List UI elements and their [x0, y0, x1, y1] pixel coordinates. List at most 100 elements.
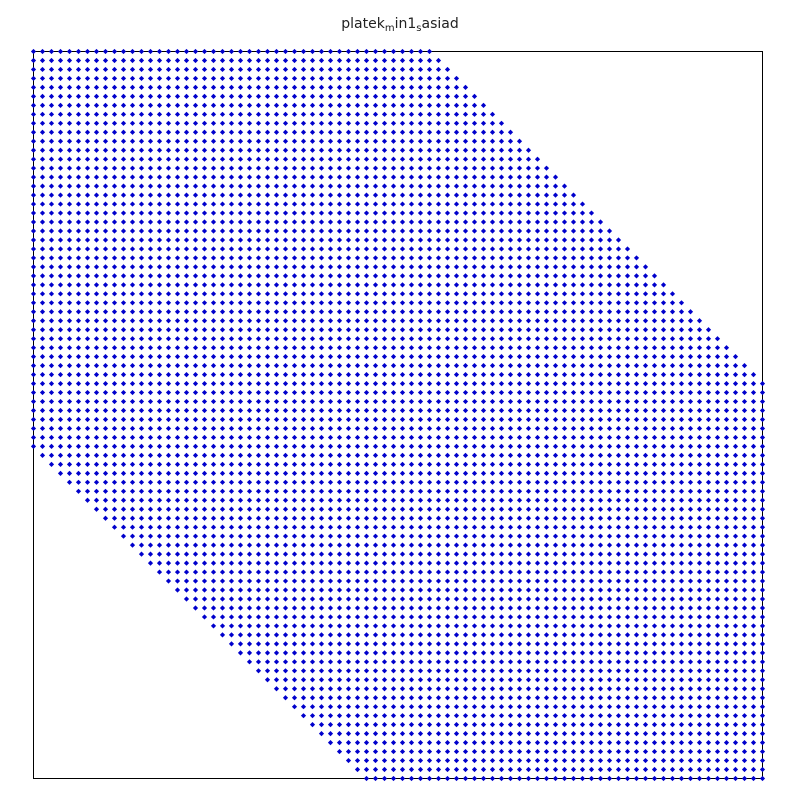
- nonzero-marker: [247, 121, 252, 126]
- nonzero-marker: [688, 543, 693, 548]
- nonzero-marker: [490, 471, 495, 476]
- nonzero-marker: [481, 291, 486, 296]
- nonzero-marker: [571, 417, 576, 422]
- nonzero-marker: [472, 569, 477, 574]
- nonzero-marker: [337, 623, 342, 628]
- nonzero-marker: [670, 372, 675, 377]
- nonzero-marker: [742, 498, 747, 503]
- nonzero-marker: [292, 605, 297, 610]
- nonzero-marker: [256, 668, 261, 673]
- nonzero-marker: [508, 354, 513, 359]
- nonzero-marker: [535, 605, 540, 610]
- nonzero-marker: [364, 462, 369, 467]
- nonzero-marker: [229, 587, 234, 592]
- nonzero-marker: [661, 560, 666, 565]
- nonzero-marker: [265, 480, 270, 485]
- nonzero-marker: [409, 534, 414, 539]
- nonzero-marker: [418, 139, 423, 144]
- nonzero-marker: [256, 489, 261, 494]
- nonzero-marker: [517, 273, 522, 278]
- nonzero-marker: [220, 605, 225, 610]
- nonzero-marker: [724, 417, 729, 422]
- nonzero-marker: [427, 435, 432, 440]
- nonzero-marker: [67, 121, 72, 126]
- nonzero-marker: [427, 282, 432, 287]
- nonzero-marker: [310, 399, 315, 404]
- nonzero-marker: [526, 686, 531, 691]
- nonzero-marker: [697, 543, 702, 548]
- nonzero-marker: [553, 345, 558, 350]
- nonzero-marker: [49, 336, 54, 341]
- nonzero-marker: [742, 381, 747, 386]
- nonzero-marker: [634, 489, 639, 494]
- nonzero-marker: [310, 264, 315, 269]
- nonzero-marker: [733, 516, 738, 521]
- nonzero-marker: [535, 516, 540, 521]
- nonzero-marker: [688, 471, 693, 476]
- nonzero-marker: [688, 489, 693, 494]
- nonzero-marker: [31, 390, 36, 395]
- nonzero-marker: [301, 112, 306, 117]
- nonzero-marker: [454, 354, 459, 359]
- nonzero-marker: [724, 596, 729, 601]
- nonzero-marker: [238, 184, 243, 189]
- nonzero-marker: [310, 228, 315, 233]
- nonzero-marker: [274, 578, 279, 583]
- nonzero-marker: [355, 650, 360, 655]
- nonzero-marker: [247, 210, 252, 215]
- nonzero-marker: [634, 677, 639, 682]
- nonzero-marker: [454, 453, 459, 458]
- nonzero-marker: [49, 193, 54, 198]
- nonzero-marker: [139, 291, 144, 296]
- nonzero-marker: [472, 381, 477, 386]
- nonzero-marker: [661, 426, 666, 431]
- nonzero-marker: [157, 300, 162, 305]
- nonzero-marker: [211, 85, 216, 90]
- nonzero-marker: [337, 58, 342, 63]
- nonzero-marker: [436, 201, 441, 206]
- nonzero-marker: [463, 255, 468, 260]
- nonzero-marker: [724, 516, 729, 521]
- nonzero-marker: [283, 677, 288, 682]
- nonzero-marker: [328, 381, 333, 386]
- nonzero-marker: [112, 94, 117, 99]
- nonzero-marker: [499, 264, 504, 269]
- nonzero-marker: [562, 632, 567, 637]
- nonzero-marker: [121, 121, 126, 126]
- nonzero-marker: [76, 121, 81, 126]
- nonzero-marker: [679, 453, 684, 458]
- nonzero-marker: [490, 480, 495, 485]
- nonzero-marker: [535, 560, 540, 565]
- nonzero-marker: [481, 381, 486, 386]
- nonzero-marker: [436, 166, 441, 171]
- nonzero-marker: [490, 552, 495, 557]
- nonzero-marker: [364, 435, 369, 440]
- nonzero-marker: [274, 462, 279, 467]
- nonzero-marker: [706, 480, 711, 485]
- nonzero-marker: [40, 67, 45, 72]
- nonzero-marker: [76, 49, 81, 54]
- nonzero-marker: [499, 462, 504, 467]
- nonzero-marker: [364, 659, 369, 664]
- nonzero-marker: [139, 318, 144, 323]
- nonzero-marker: [238, 632, 243, 637]
- nonzero-marker: [202, 246, 207, 251]
- nonzero-marker: [175, 390, 180, 395]
- nonzero-marker: [355, 560, 360, 565]
- nonzero-marker: [103, 345, 108, 350]
- nonzero-marker: [580, 201, 585, 206]
- nonzero-marker: [589, 507, 594, 512]
- nonzero-marker: [85, 166, 90, 171]
- nonzero-marker: [139, 327, 144, 332]
- nonzero-marker: [85, 193, 90, 198]
- nonzero-marker: [742, 408, 747, 413]
- nonzero-marker: [553, 390, 558, 395]
- nonzero-marker: [220, 318, 225, 323]
- nonzero-marker: [715, 543, 720, 548]
- nonzero-marker: [193, 246, 198, 251]
- nonzero-marker: [490, 184, 495, 189]
- nonzero-marker: [346, 641, 351, 646]
- nonzero-marker: [346, 632, 351, 637]
- nonzero-marker: [679, 444, 684, 449]
- nonzero-marker: [274, 587, 279, 592]
